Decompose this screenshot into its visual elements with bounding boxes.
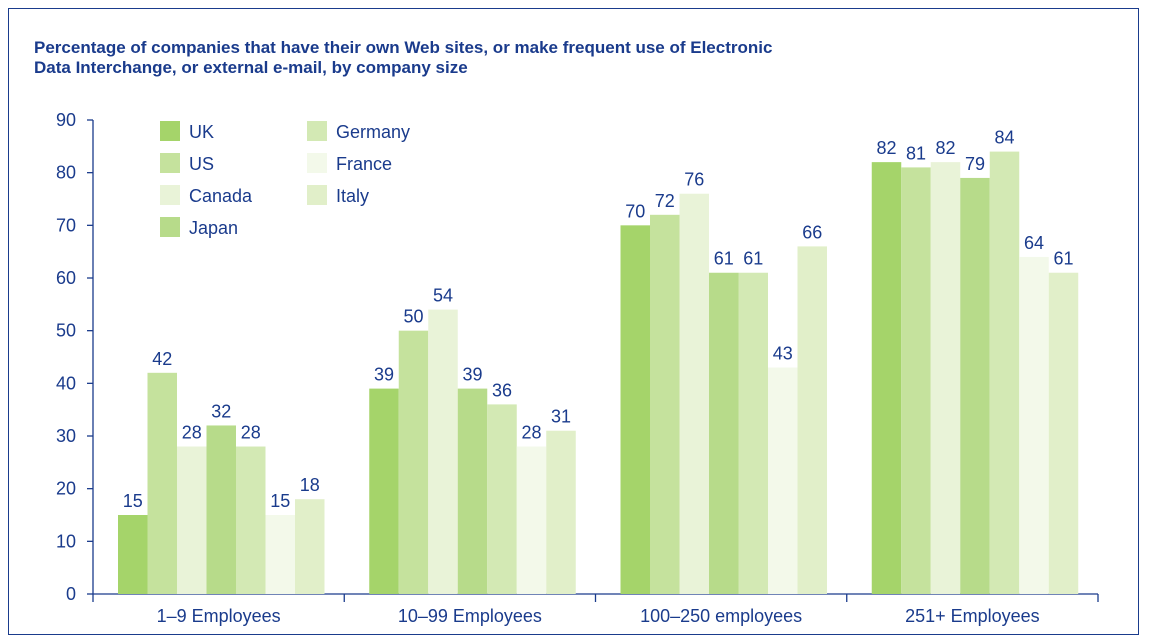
bar <box>960 177 990 594</box>
data-label: 15 <box>123 491 143 511</box>
data-label: 82 <box>935 138 955 158</box>
y-tick-label: 70 <box>56 215 76 235</box>
y-tick-label: 90 <box>56 110 76 130</box>
data-label: 82 <box>876 138 896 158</box>
y-tick-label: 60 <box>56 268 76 288</box>
legend-label: Germany <box>336 122 410 142</box>
x-tick-label: 100–250 employees <box>640 606 802 626</box>
bar <box>457 388 488 594</box>
data-label: 70 <box>625 201 645 221</box>
legend-swatch <box>307 153 327 173</box>
data-label: 81 <box>906 143 926 163</box>
bar <box>901 167 931 594</box>
data-label: 39 <box>374 365 394 385</box>
legend-swatch <box>307 121 327 141</box>
chart-title-line-2: Data Interchange, or external e-mail, by… <box>34 58 468 77</box>
data-label: 61 <box>743 249 763 269</box>
bar <box>118 515 148 594</box>
legend-label: Canada <box>189 186 253 206</box>
bar <box>930 162 961 594</box>
legend-swatch <box>160 121 180 141</box>
bar <box>546 430 576 594</box>
bar <box>679 193 709 594</box>
bar <box>177 446 207 594</box>
bar <box>738 272 768 594</box>
x-tick-label: 1–9 Employees <box>157 606 281 626</box>
data-label: 28 <box>521 423 541 443</box>
data-label: 66 <box>802 222 822 242</box>
data-label: 61 <box>1053 249 1073 269</box>
legend-label: US <box>189 154 214 174</box>
bar <box>650 214 680 595</box>
data-label: 28 <box>241 423 261 443</box>
data-label: 84 <box>994 128 1014 148</box>
bar <box>709 272 739 594</box>
y-tick-label: 80 <box>56 163 76 183</box>
legend-swatch <box>160 217 180 237</box>
bar <box>398 330 429 594</box>
chart-title-line-1: Percentage of companies that have their … <box>34 38 773 57</box>
data-label: 72 <box>655 191 675 211</box>
legend-label: France <box>336 154 392 174</box>
bar <box>369 388 399 594</box>
bar <box>236 446 266 594</box>
bar <box>1048 272 1079 594</box>
bar <box>428 309 458 594</box>
bar <box>206 425 236 594</box>
data-label: 76 <box>684 170 704 190</box>
bar <box>989 151 1020 594</box>
legend-label: UK <box>189 122 214 142</box>
data-label: 31 <box>551 407 571 427</box>
chart-title: Percentage of companies that have their … <box>34 38 1034 78</box>
data-label: 43 <box>773 344 793 364</box>
y-tick-label: 40 <box>56 373 76 393</box>
data-label: 39 <box>462 365 482 385</box>
bar <box>295 499 325 594</box>
bar <box>147 372 177 594</box>
bar <box>1019 256 1049 594</box>
bar <box>797 246 827 594</box>
data-label: 36 <box>492 380 512 400</box>
data-label: 54 <box>433 286 453 306</box>
x-tick-label: 251+ Employees <box>905 606 1040 626</box>
data-label: 18 <box>300 475 320 495</box>
bar <box>871 162 902 594</box>
data-label: 61 <box>714 249 734 269</box>
bar <box>620 225 650 595</box>
bar <box>768 367 798 594</box>
data-label: 28 <box>182 423 202 443</box>
y-tick-label: 20 <box>56 479 76 499</box>
legend-swatch <box>307 185 327 205</box>
legend-label: Japan <box>189 218 238 238</box>
y-tick-label: 50 <box>56 321 76 341</box>
legend-label: Italy <box>336 186 369 206</box>
y-tick-label: 10 <box>56 531 76 551</box>
data-label: 64 <box>1024 233 1044 253</box>
bar <box>265 515 295 594</box>
legend-swatch <box>160 185 180 205</box>
y-tick-label: 30 <box>56 426 76 446</box>
data-label: 42 <box>152 349 172 369</box>
bar <box>487 404 517 594</box>
data-label: 32 <box>211 401 231 421</box>
x-tick-label: 10–99 Employees <box>398 606 542 626</box>
legend-swatch <box>160 153 180 173</box>
data-label: 79 <box>965 154 985 174</box>
bar <box>516 446 547 594</box>
y-tick-label: 0 <box>66 584 76 604</box>
data-label: 15 <box>270 491 290 511</box>
data-label: 50 <box>403 307 423 327</box>
